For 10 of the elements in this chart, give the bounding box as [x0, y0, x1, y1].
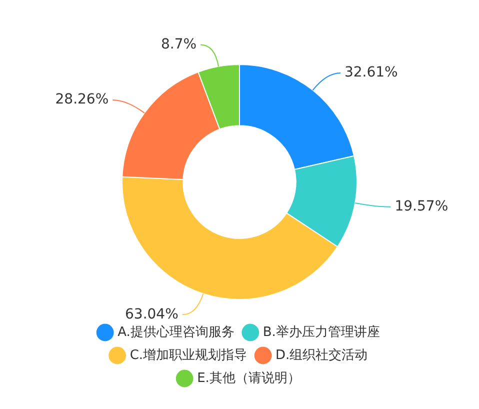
data-label: 63.04%: [125, 306, 178, 322]
legend-label: A.提供心理咨询服务: [118, 324, 234, 340]
data-label: 28.26%: [55, 92, 109, 108]
data-label: 19.57%: [394, 198, 448, 215]
data-label: 8.7%: [161, 36, 197, 52]
legend-label: C.增加职业规划指导: [130, 348, 248, 363]
legend-label: E.其他（请说明）: [197, 370, 300, 386]
data-label: 32.61%: [344, 64, 398, 81]
legend-label: D.组织社交活动: [276, 346, 368, 363]
legend-label: B.举办压力管理讲座: [262, 324, 380, 340]
